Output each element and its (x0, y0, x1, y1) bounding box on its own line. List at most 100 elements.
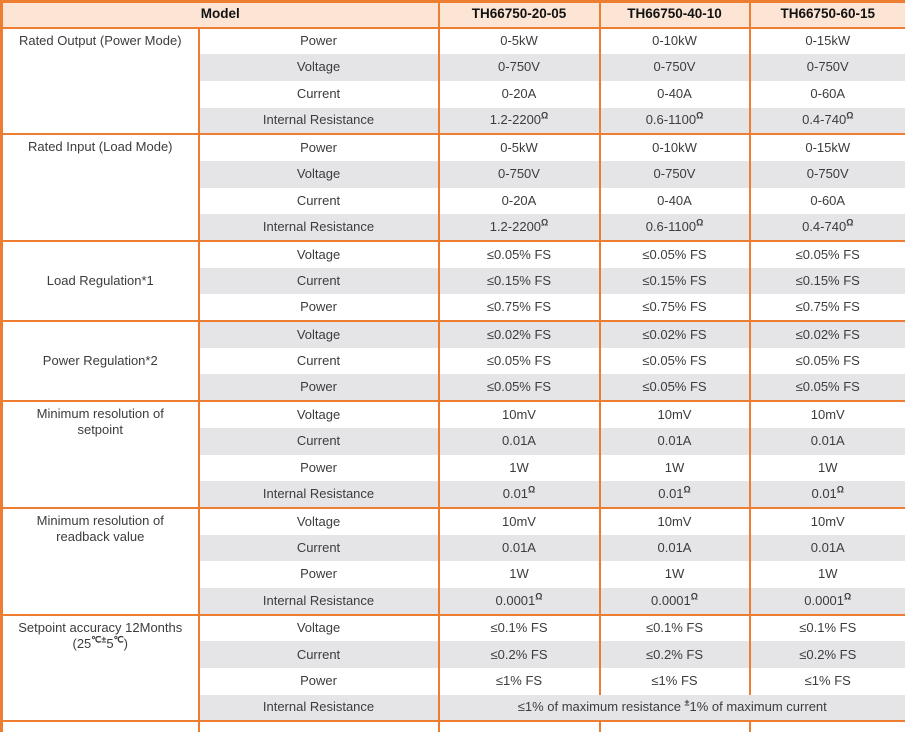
partial-row-cell (748, 720, 905, 732)
parameter-cell: Power (197, 133, 439, 161)
model-name-cell-3: TH66750-60-15 (748, 1, 905, 29)
model-name-cell-1: TH66750-20-05 (437, 1, 600, 29)
value-cell: 0-5kW (437, 133, 600, 161)
value-cell: 0.01A (437, 534, 600, 562)
value-cell: 0.01A (748, 427, 905, 455)
section-label: Minimum resolution of readback value (0, 506, 199, 615)
section-label: Rated Input (Load Mode) (0, 133, 199, 241)
spec-row: Current 0-20A 0-40A 0-60A (2, 187, 905, 215)
spec-row: Power Regulation*2 Voltage ≤0.02% FS ≤0.02%… (0, 320, 905, 402)
value-cell: 0.6-1100Ω (598, 107, 750, 135)
value-cell: 1W (437, 561, 600, 588)
superscript-unit: Ω (696, 217, 704, 228)
parameter-cell: Voltage (197, 320, 439, 348)
value-cell: 10mV (437, 400, 600, 428)
value-cell: ≤0.1% FS (598, 613, 750, 642)
value-cell: ≤0.02% FS (598, 320, 750, 348)
value-cell: ≤0.02% FS (437, 320, 600, 348)
spec-row: Current 0.01A 0.01A 0.01A (2, 534, 905, 562)
superscript-unit: ± (684, 698, 690, 709)
superscript-unit: Ω (836, 484, 845, 495)
value-cell: 0.01A (748, 534, 905, 562)
parameter-cell: Current (197, 534, 439, 562)
parameter-cell: Power (197, 454, 439, 482)
value-cell: 1.2-2200Ω (437, 107, 600, 135)
section-label-line: Minimum resolution of (36, 406, 164, 422)
section-label-line: readback value (56, 529, 145, 545)
spec-row: Voltage 0-750V 0-750V 0-750V (2, 160, 905, 188)
value-cell: 10mV (437, 506, 600, 535)
parameter-cell: Current (197, 427, 439, 455)
superscript-unit: Ω (846, 110, 854, 121)
value-cell: 10mV (598, 506, 750, 535)
section-label-line: Rated Output (Power Mode) (18, 32, 182, 48)
section-label-line: Load Regulation*1 (46, 272, 154, 288)
value-cell: ≤0.75% FS (598, 294, 750, 322)
parameter-cell: Current (197, 347, 439, 375)
partial-row-cell (0, 720, 199, 732)
parameter-cell: Power (197, 294, 439, 322)
value-cell: 1W (437, 454, 600, 482)
value-cell: 0.01A (437, 427, 600, 455)
value-cell: ≤0.2% FS (437, 641, 600, 668)
superscript-unit: Ω (846, 217, 854, 228)
value-cell: ≤0.02% FS (748, 320, 905, 348)
model-header-cell: Model (0, 1, 439, 29)
value-cell: 10mV (598, 400, 750, 428)
value-cell: 0-10kW (598, 133, 750, 161)
value-cell: 0.0001Ω (437, 587, 600, 615)
model-name-cell-2: TH66750-40-10 (598, 1, 750, 29)
section-label: Load Regulation*1 (0, 239, 199, 322)
value-cell: 0.0001Ω (748, 587, 905, 615)
spec-row: Internal Resistance 0.0001Ω 0.0001Ω 0.0001Ω (2, 587, 905, 615)
superscript-unit: Ω (528, 484, 536, 495)
section-label: Minimum resolution of setpoint (0, 400, 199, 508)
value-cell: ≤0.2% FS (598, 641, 750, 668)
spec-row: Internal Resistance ≤1% of maximum resist… (2, 694, 905, 722)
value-cell-span: ≤1% of maximum resistance ±1% of maximum… (437, 694, 905, 722)
spec-row: Internal Resistance 0.01Ω 0.01Ω 0.01Ω (2, 481, 905, 508)
value-cell: ≤0.05% FS (748, 240, 905, 268)
parameter-cell: Internal Resistance (197, 481, 439, 508)
value-cell: 0-20A (437, 80, 600, 108)
spec-row: Voltage 0-750V 0-750V 0-750V (2, 54, 905, 81)
parameter-cell: Current (197, 641, 439, 668)
value-cell: 0-750V (748, 54, 905, 81)
value-cell: ≤0.05% FS (598, 240, 750, 268)
value-cell: ≤1% FS (598, 668, 750, 695)
value-cell: 0-5kW (437, 26, 600, 55)
value-cell: 0.0001Ω (598, 587, 750, 615)
value-cell: ≤0.15% FS (437, 267, 600, 295)
value-cell: 0.01A (598, 427, 750, 455)
spec-row: Power 1W 1W 1W (2, 561, 905, 588)
value-cell: 1.2-2200Ω (437, 214, 600, 241)
value-cell: 0.01A (598, 534, 750, 562)
value-cell: 0-750V (598, 54, 750, 81)
spec-row: Load Regulation*1 Voltage ≤0.05% FS ≤0.05% … (0, 239, 905, 322)
superscript-unit: Ω (683, 484, 691, 495)
value-cell: ≤1% FS (437, 668, 600, 695)
spec-row: Current 0-20A 0-40A 0-60A (2, 80, 905, 108)
value-cell: 0.4-740Ω (748, 214, 905, 241)
spec-row: Power ≤0.05% FS ≤0.05% FS ≤0.05% FS (2, 374, 905, 402)
value-cell: ≤0.05% FS (598, 374, 750, 402)
value-cell: ≤0.05% FS (748, 374, 905, 402)
value-cell: 0-15kW (748, 133, 905, 161)
value-cell: ≤0.1% FS (437, 613, 600, 642)
parameter-cell: Internal Resistance (197, 107, 439, 135)
section-label-line: Minimum resolution of (36, 512, 164, 528)
header-row: Model TH66750-20-05 TH66750-40-10 TH6675… (0, 1, 905, 29)
spec-row: Current ≤0.15% FS ≤0.15% FS ≤0.15% FS (2, 267, 905, 295)
value-cell: 0.01Ω (748, 481, 905, 508)
parameter-cell: Voltage (197, 54, 439, 81)
spec-row: Internal Resistance 1.2-2200Ω 0.6-1100Ω 0.4… (2, 107, 905, 135)
spec-row: Current 0.01A 0.01A 0.01A (2, 427, 905, 455)
value-cell: 0-750V (748, 160, 905, 188)
value-cell: 0-60A (748, 187, 905, 215)
value-cell: 1W (748, 561, 905, 588)
spec-table-header: Model TH66750-20-05 TH66750-40-10 TH6675… (0, 1, 905, 29)
section-label: Power Regulation*2 (0, 320, 199, 402)
value-cell: ≤1% FS (748, 668, 905, 695)
